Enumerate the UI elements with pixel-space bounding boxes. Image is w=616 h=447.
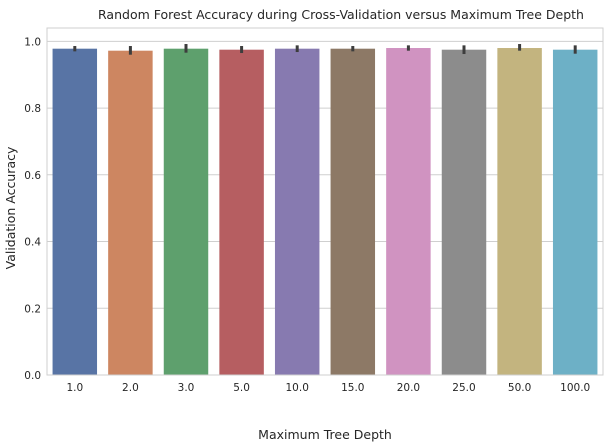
y-tick-label: 0.4 [24, 237, 41, 249]
chart-title: Random Forest Accuracy during Cross-Vali… [98, 7, 584, 22]
x-tick-label: 2.0 [122, 382, 139, 394]
x-tick-label: 50.0 [508, 382, 531, 394]
x-tick-label: 100.0 [560, 382, 590, 394]
bar [219, 49, 264, 375]
y-tick-label: 0.6 [24, 170, 41, 182]
y-tick-labels: 0.0 0.2 0.4 0.6 0.8 1.0 [24, 36, 41, 382]
bar [441, 49, 487, 375]
y-tick-label: 1.0 [24, 36, 41, 48]
y-tick-label: 0.2 [24, 303, 41, 315]
x-tick-label: 1.0 [66, 382, 83, 394]
plot-frame [46, 27, 604, 376]
x-tick-label: 20.0 [397, 382, 420, 394]
bar [497, 48, 542, 376]
y-axis-label: Validation Accuracy [3, 146, 18, 269]
bars [52, 48, 598, 376]
y-tick-label: 0.8 [24, 103, 41, 115]
bar [274, 48, 320, 376]
error-bars [73, 44, 577, 55]
bar [386, 48, 431, 376]
x-axis-label: Maximum Tree Depth [258, 427, 392, 442]
x-tick-label: 25.0 [452, 382, 475, 394]
x-tick-label: 3.0 [178, 382, 195, 394]
x-tick-label: 5.0 [233, 382, 250, 394]
bar [52, 48, 98, 376]
bar [108, 50, 153, 375]
x-tick-labels: 1.0 2.0 3.0 5.0 10.0 15.0 20.0 25.0 50.0 100.0 [66, 382, 590, 394]
bar [330, 48, 376, 376]
bar [163, 48, 209, 376]
bar [552, 49, 598, 375]
x-tick-label: 10.0 [286, 382, 309, 394]
y-tick-label: 0.0 [24, 370, 41, 382]
x-tick-label: 15.0 [341, 382, 364, 394]
